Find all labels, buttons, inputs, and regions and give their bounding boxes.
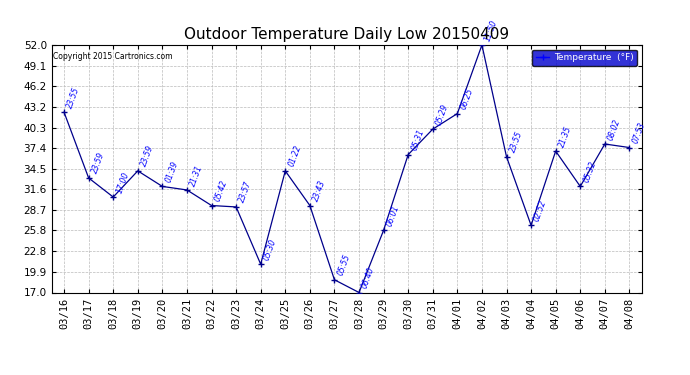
Text: 17:00: 17:00 [115, 170, 130, 194]
Text: 02:52: 02:52 [533, 199, 549, 222]
Text: 05:42: 05:42 [213, 179, 229, 203]
Text: 06:40: 06:40 [360, 266, 377, 290]
Text: 05:55: 05:55 [336, 253, 352, 277]
Text: 06:25: 06:25 [459, 87, 475, 111]
Text: 01:39: 01:39 [164, 160, 180, 184]
Text: 07:53: 07:53 [631, 121, 647, 145]
Text: 23:55: 23:55 [508, 130, 524, 154]
Text: 05:31: 05:31 [410, 128, 426, 152]
Text: 23:43: 23:43 [311, 179, 327, 203]
Text: 06:01: 06:01 [385, 204, 401, 228]
Text: 05:30: 05:30 [262, 238, 278, 261]
Text: 01:22: 01:22 [286, 144, 303, 168]
Text: 23:59: 23:59 [139, 144, 155, 168]
Text: 08:02: 08:02 [607, 117, 622, 141]
Text: 21:35: 21:35 [557, 124, 573, 148]
Text: 05:32: 05:32 [582, 160, 598, 184]
Text: 11:50: 11:50 [483, 18, 500, 42]
Legend: Temperature  (°F): Temperature (°F) [532, 50, 637, 66]
Title: Outdoor Temperature Daily Low 20150409: Outdoor Temperature Daily Low 20150409 [184, 27, 509, 42]
Text: 23:55: 23:55 [66, 86, 81, 109]
Text: 21:31: 21:31 [188, 164, 204, 187]
Text: 23:57: 23:57 [237, 180, 253, 204]
Text: 23:59: 23:59 [90, 151, 106, 175]
Text: 05:29: 05:29 [434, 102, 450, 126]
Text: Copyright 2015 Cartronics.com: Copyright 2015 Cartronics.com [53, 53, 172, 62]
